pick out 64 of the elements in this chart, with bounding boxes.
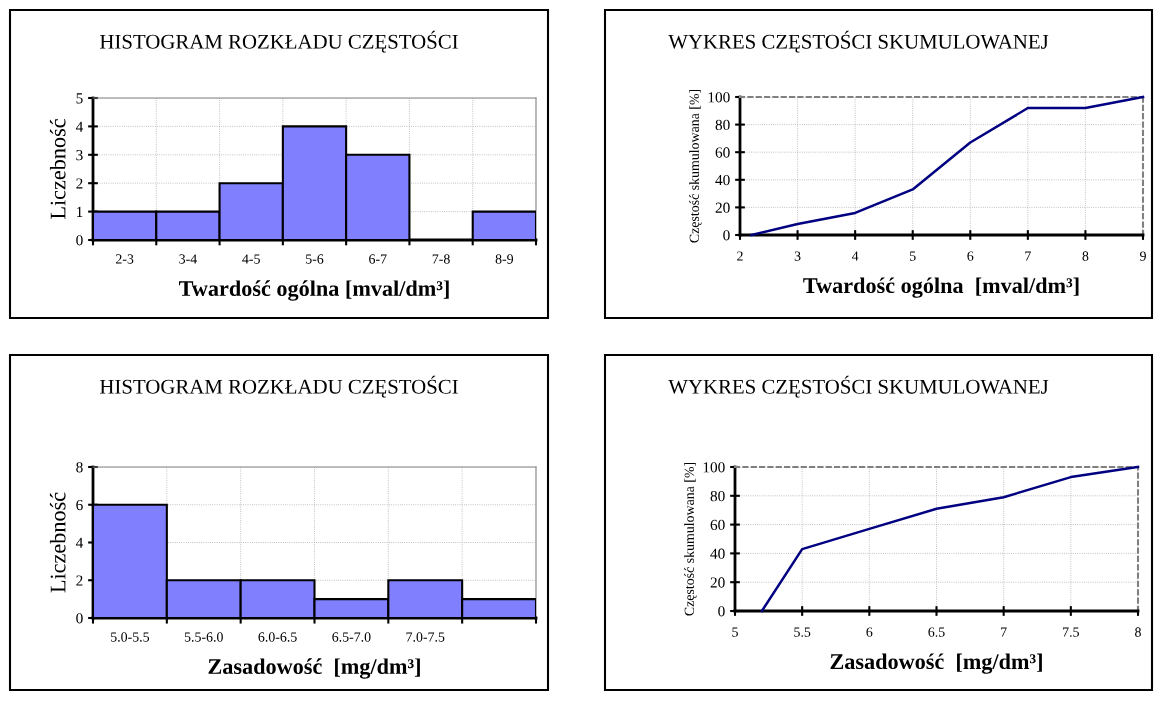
x-tick-label: 5-6 [306, 254, 324, 264]
x-tick-label: 2-3 [116, 254, 134, 264]
y-tick-label: 8 [76, 462, 83, 473]
x-tick-label: 7-8 [432, 254, 450, 264]
y-tick-label: 40 [715, 174, 730, 186]
x-tick-label: 5 [732, 627, 738, 637]
x-tick-label: 2 [737, 251, 743, 261]
x-tick-label: 4-5 [242, 254, 260, 264]
y-axis-title: Liczebność [49, 119, 66, 219]
y-tick-label: 60 [715, 147, 730, 158]
y-tick-label: 100 [703, 462, 725, 473]
x-axis-title: Zasadowość [mg/dm³] [830, 653, 1042, 674]
x-tick-label: 6.5-7.0 [332, 632, 371, 642]
y-tick-label: 80 [715, 119, 730, 131]
chart-title: HISTOGRAM ROZKŁADU CZĘSTOŚCI [99, 375, 458, 398]
y-tick-label: 5 [76, 93, 83, 104]
x-tick-label: 5.5-6.0 [184, 632, 223, 642]
chart-title: WYKRES CZĘSTOŚCI SKUMULOWANEJ [668, 375, 1049, 398]
y-tick-label: 1 [76, 206, 83, 217]
x-tick-label: 7 [1001, 627, 1007, 637]
chart-title: HISTOGRAM ROZKŁADU CZĘSTOŚCI [99, 30, 458, 53]
y-tick-label: 20 [715, 202, 730, 213]
y-tick-label: 40 [710, 548, 725, 559]
y-tick-label: 3 [76, 149, 83, 161]
x-tick-label: 3-4 [179, 254, 197, 264]
line-series [750, 95, 1145, 237]
y-tick-label: 0 [76, 613, 83, 624]
x-tick-label: 3 [794, 251, 801, 261]
x-axis-title: Twardość ogólna [mval/dm³] [803, 277, 1079, 298]
chart-title: WYKRES CZĘSTOŚCI SKUMULOWANEJ [668, 30, 1049, 53]
x-tick-label: 6 [866, 627, 873, 637]
y-axis-title: Liczebność [49, 492, 66, 593]
y-tick-label: 0 [76, 235, 83, 246]
x-axis-title: Zasadowość [mg/dm³] [208, 658, 420, 679]
y-tick-label: 80 [710, 490, 725, 502]
y-tick-label: 0 [718, 606, 725, 617]
y-tick-label: 60 [710, 519, 725, 531]
x-tick-label: 6.5 [928, 627, 945, 637]
x-tick-label: 8-9 [495, 254, 514, 264]
x-tick-label: 4 [851, 251, 859, 261]
x-tick-label: 6 [967, 251, 974, 261]
y-tick-label: 2 [76, 575, 83, 586]
y-axis-title: Częstość skumulowana [%] [684, 462, 697, 616]
x-tick-label: 9 [1139, 251, 1146, 261]
x-tick-label: 8 [1082, 251, 1089, 261]
y-tick-label: 0 [723, 230, 730, 241]
x-tick-label: 6-7 [369, 254, 387, 264]
y-tick-label: 100 [708, 92, 730, 103]
x-tick-label: 5.5 [794, 627, 811, 637]
x-tick-label: 5 [910, 251, 916, 261]
y-tick-label: 4 [75, 121, 84, 132]
y-tick-label: 20 [710, 577, 725, 588]
x-tick-label: 7 [1025, 251, 1031, 261]
y-tick-label: 6 [76, 499, 83, 511]
y-axis-title: Częstość skumulowana [%] [689, 89, 702, 243]
x-tick-label: 5.0-5.5 [111, 632, 150, 642]
x-tick-label: 7.0-7.5 [406, 632, 445, 642]
x-tick-label: 7.5 [1063, 627, 1079, 637]
x-tick-label: 6.0-6.5 [258, 632, 297, 642]
y-tick-label: 2 [76, 178, 83, 189]
x-axis-title: Twardość ogólna [mval/dm³] [179, 280, 449, 301]
line-series [760, 465, 1140, 613]
y-tick-label: 4 [75, 537, 84, 548]
x-tick-label: 8 [1135, 627, 1141, 637]
